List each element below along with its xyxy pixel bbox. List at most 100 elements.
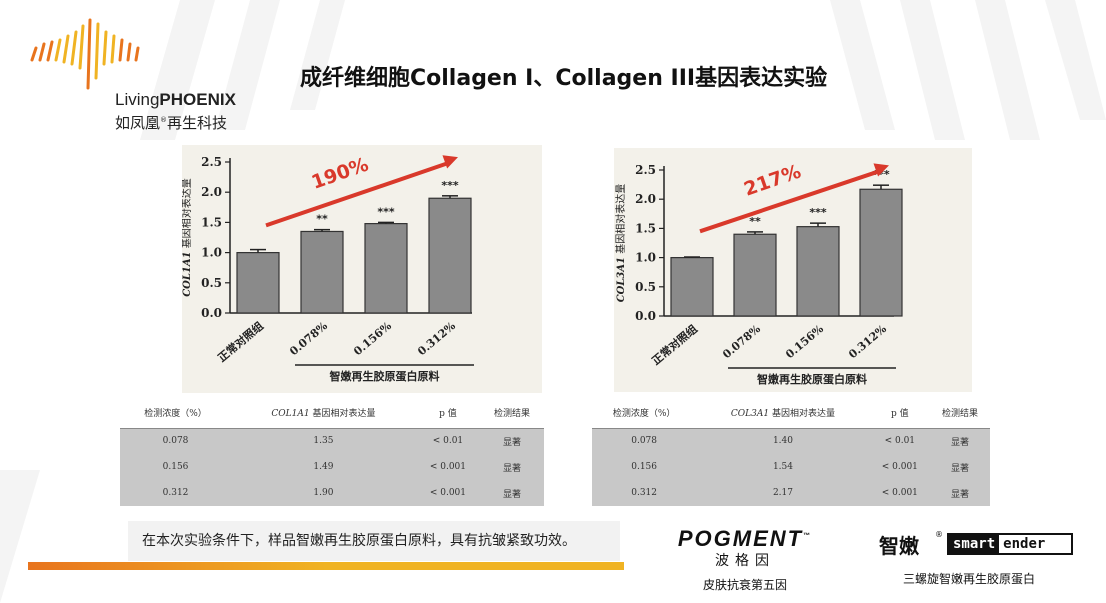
table-header-result: 检测结果: [494, 409, 531, 420]
table-row: 0.156 1.54 < 0.001 显著: [592, 454, 990, 480]
chart-panel-left: 0.0 0.5 1.0 1.5 2.0 2.5 COL1A1 基因相对表达量正常对照组 ** 0…: [182, 145, 542, 393]
x-tick-label: 0.156%: [783, 322, 826, 361]
cell-pvalue: < 0.001: [881, 462, 918, 472]
y-tick-label: 2.0: [201, 185, 222, 199]
gene-header-rest: 基因相对表达量: [309, 409, 376, 420]
cell-pvalue: < 0.01: [884, 436, 916, 447]
cell-expression: 1.54: [772, 462, 793, 472]
cell-concentration: 0.078: [162, 436, 189, 447]
significance-label: **: [316, 213, 328, 226]
cell-result: 显著: [950, 489, 969, 500]
bar: [300, 230, 344, 314]
conclusion-text: 在本次实验条件下，样品智嫩再生胶原蛋白原料，具有抗皱紧致功效。: [128, 521, 620, 561]
gold-accent-bar: [28, 562, 624, 570]
trend-arrow-head: [873, 163, 889, 177]
smartender-cn-name: 智嫩: [879, 534, 919, 558]
significance-label: ***: [377, 205, 395, 218]
pogment-word: POGMENT: [677, 526, 804, 551]
y-tick-label: 2.0: [635, 192, 656, 206]
pogment-cn: 波格因: [715, 553, 775, 569]
table-header-concentration: 检测浓度（%）: [144, 409, 207, 420]
y-tick-label: 0.5: [635, 280, 656, 294]
table-header-concentration: 检测浓度（%）: [612, 409, 676, 420]
y-tick-label: 0.5: [201, 276, 222, 290]
cell-pvalue: < 0.001: [881, 488, 918, 498]
pogment-logo: POGMENT™: [655, 526, 835, 552]
trend-arrow-line: [699, 169, 880, 234]
gene-name: COL1A1: [271, 409, 310, 420]
x-tick-label: 0.156%: [351, 319, 394, 358]
col1a1-table: 检测浓度（%） COL1A1 基因相对表达量 p 值 检测结果 0.078 1.3…: [120, 398, 544, 506]
y-tick-label: 1.5: [635, 221, 656, 235]
bar: [796, 226, 840, 317]
table-row: 0.312 1.90 < 0.001 显著: [120, 480, 544, 506]
smartender-word-b: ender: [1003, 536, 1046, 552]
y-tick-label: 1.5: [201, 215, 222, 229]
logo-cn-name: 如凤凰: [115, 114, 161, 132]
logo-reg-mark: ®: [160, 116, 168, 124]
cell-expression: 1.40: [772, 436, 793, 447]
smartender-reg-mark: ®: [935, 530, 943, 539]
bar: [236, 251, 280, 314]
smartender-brand: 智嫩 ® smart ender 三螺旋智嫩再生胶原蛋白: [875, 530, 1085, 590]
logo-cn-tail: 再生科技: [167, 114, 228, 132]
gene-name: COL3A1: [730, 409, 770, 420]
company-logo: [22, 18, 262, 138]
bar: [859, 188, 903, 317]
table-row: 0.078 1.40 < 0.01 显著: [592, 428, 990, 454]
y-tick-label: 2.5: [635, 163, 656, 177]
significance-label: ***: [441, 179, 459, 192]
increase-annotation: 217%: [741, 161, 804, 201]
logo-en-light: Living: [115, 90, 160, 109]
smartender-subtitle: 三螺旋智嫩再生胶原蛋白: [903, 572, 1036, 586]
cell-result: 显著: [503, 463, 522, 474]
col3a1-table: 检测浓度（%） COL3A1 基因相对表达量 p 值 检测结果 0.078 1.4…: [592, 398, 990, 506]
cell-concentration: 0.312: [162, 488, 189, 498]
y-tick-label: 1.0: [201, 246, 222, 260]
cell-result: 显著: [950, 437, 969, 448]
cell-result: 显著: [503, 489, 522, 500]
cell-concentration: 0.156: [162, 462, 189, 472]
pogment-subtitle: 皮肤抗衰第五因: [702, 578, 787, 592]
increase-annotation: 190%: [309, 153, 372, 193]
chart-panel-right: 0.0 0.5 1.0 1.5 2.0 2.5 COL3A1 基因相对表达量 正常对照组 ** 0…: [614, 148, 972, 392]
cell-concentration: 0.078: [631, 436, 657, 447]
x-tick-label: 0.312%: [415, 319, 458, 358]
y-axis-title: COL3A1 基因相对表达量: [614, 184, 627, 303]
table-row: 0.156 1.49 < 0.001 显著: [120, 454, 544, 480]
table-header-expression: COL3A1 基因相对表达量: [696, 398, 869, 428]
cell-expression: 1.90: [313, 488, 334, 498]
pogment-tm: ™: [803, 532, 813, 540]
table-header-expression: COL1A1 基因相对表达量: [231, 398, 416, 428]
cell-result: 显著: [950, 463, 969, 474]
cell-pvalue: < 0.001: [429, 488, 467, 498]
slide-title: 成纤维细胞Collagen I、Collagen III基因表达实验: [300, 66, 828, 91]
x-tick-label: 0.078%: [720, 322, 763, 361]
trend-arrow-head: [442, 155, 458, 169]
cell-concentration: 0.156: [631, 462, 657, 472]
x-tick-label: 正常对照组: [649, 322, 700, 368]
x-tick-label: 0.312%: [846, 322, 889, 361]
logo-en-bold: PHOENIX: [159, 90, 236, 109]
y-axis-title: COL1A1 基因相对表达量: [182, 178, 193, 297]
smartender-logo: smart ender: [947, 533, 1073, 555]
x-axis-title: 智嫩再生胶原蛋白原料: [330, 369, 440, 383]
bar: [428, 197, 472, 314]
significance-label: ***: [809, 206, 827, 219]
cell-pvalue: < 0.001: [429, 462, 467, 472]
y-tick-label: 2.5: [201, 155, 222, 169]
table-header-pvalue: p 值: [891, 409, 909, 420]
cell-result: 显著: [503, 437, 522, 448]
table-header-result: 检测结果: [941, 409, 978, 420]
cell-expression: 1.49: [313, 462, 334, 472]
x-tick-label: 0.078%: [287, 319, 330, 358]
y-tick-label: 0.0: [201, 306, 222, 320]
phoenix-lines-icon: [30, 18, 140, 90]
y-tick-label: 0.0: [635, 309, 656, 323]
smartender-word-a: smart: [949, 535, 1000, 553]
x-tick-label: 正常对照组: [215, 319, 266, 365]
bar: [670, 256, 714, 317]
y-tick-label: 1.0: [635, 251, 656, 265]
trend-arrow-line: [265, 161, 449, 228]
cell-concentration: 0.312: [631, 488, 657, 498]
